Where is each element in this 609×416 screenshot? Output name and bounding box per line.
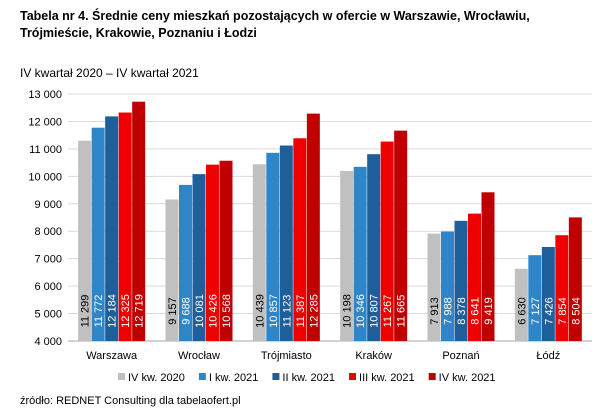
y-tick-label: 7 000	[34, 254, 62, 266]
data-label: 9 157	[167, 297, 179, 325]
bar	[555, 235, 569, 341]
bar	[380, 141, 394, 341]
bar	[353, 166, 367, 341]
bar	[468, 213, 481, 341]
bar	[132, 101, 146, 342]
legend-swatch	[198, 373, 206, 380]
bar	[219, 160, 233, 341]
bar	[192, 174, 206, 341]
bar	[91, 127, 105, 341]
bar	[306, 113, 320, 342]
bar	[165, 199, 179, 341]
bar	[340, 170, 354, 341]
data-label: 7 913	[429, 297, 441, 325]
data-label: 10 081	[194, 294, 206, 328]
data-label: 11 299	[80, 295, 92, 328]
data-label: 12 719	[134, 294, 146, 328]
data-label: 11 267	[382, 295, 394, 328]
x-tick-label: Poznań	[442, 350, 479, 362]
data-label: 12 285	[308, 294, 320, 328]
bar	[394, 130, 408, 341]
bar	[427, 233, 441, 341]
y-tick-label: 8 000	[34, 226, 62, 238]
x-tick-label: Kraków	[355, 350, 392, 362]
bar	[514, 268, 528, 341]
chart-title: Tabela nr 4. Średnie ceny mieszkań pozos…	[20, 9, 530, 40]
bar	[279, 145, 293, 341]
data-label: 11 387	[295, 295, 307, 328]
bar	[118, 112, 132, 342]
legend-label: III kw. 2021	[359, 372, 415, 384]
data-label: 9 419	[483, 297, 495, 325]
bar	[179, 184, 192, 341]
data-label: 10 807	[369, 294, 381, 328]
legend-swatch	[272, 373, 280, 380]
legend-label: IV kw. 2021	[439, 372, 496, 384]
data-label: 10 426	[208, 294, 220, 328]
bar	[206, 164, 219, 341]
bar	[481, 192, 495, 341]
legend-label: I kw. 2021	[209, 372, 259, 384]
bar	[252, 164, 266, 341]
bar	[293, 138, 307, 341]
data-label: 11 123	[281, 295, 293, 328]
bar	[367, 154, 381, 341]
bar	[541, 246, 555, 341]
x-tick-label: Łódź	[536, 350, 560, 362]
data-label: 11 772	[93, 295, 105, 328]
y-tick-label: 5 000	[34, 309, 62, 321]
data-label: 10 439	[254, 294, 266, 328]
y-tick-label: 9 000	[34, 199, 62, 211]
chart-subtitle: IV kwartał 2020 – IV kwartał 2021	[20, 66, 199, 80]
y-tick-label: 13 000	[28, 89, 62, 101]
data-label: 10 857	[268, 294, 280, 328]
legend-label: II kw. 2021	[282, 372, 335, 384]
data-label: 8 504	[570, 297, 582, 325]
data-label: 8 641	[470, 297, 482, 325]
data-label: 7 988	[443, 297, 455, 325]
legend-swatch	[349, 373, 357, 380]
x-tick-label: Wrocław	[178, 350, 220, 362]
y-tick-label: 12 000	[28, 116, 62, 128]
source-note: źródło: REDNET Consulting dla tabelaofer…	[20, 395, 241, 407]
x-tick-label: Warszawa	[86, 350, 138, 362]
x-tick-label: Trójmiasto	[261, 350, 312, 362]
data-label: 7 127	[530, 297, 542, 325]
data-label: 11 665	[396, 295, 408, 328]
bar	[266, 152, 280, 341]
data-label: 9 688	[181, 297, 193, 325]
bar	[105, 116, 119, 341]
data-label: 10 198	[342, 294, 354, 328]
bar	[454, 220, 468, 341]
data-label: 10 346	[355, 294, 367, 328]
y-tick-label: 4 000	[34, 336, 62, 348]
bar	[441, 231, 454, 341]
data-label: 12 184	[107, 294, 119, 328]
legend-swatch	[118, 373, 125, 380]
legend-swatch	[428, 373, 436, 380]
data-label: 7 426	[543, 297, 555, 325]
y-tick-label: 10 000	[28, 171, 62, 183]
legend-label: IV kw. 2020	[128, 372, 185, 384]
y-tick-label: 11 000	[29, 144, 62, 156]
y-tick-label: 6 000	[34, 281, 62, 293]
data-label: 10 568	[221, 294, 233, 328]
bar	[528, 255, 542, 341]
data-label: 7 854	[557, 297, 569, 325]
bar	[568, 217, 582, 341]
data-label: 6 630	[516, 297, 528, 325]
data-label: 8 378	[456, 297, 468, 325]
bar	[78, 140, 92, 341]
data-label: 12 325	[120, 294, 132, 328]
